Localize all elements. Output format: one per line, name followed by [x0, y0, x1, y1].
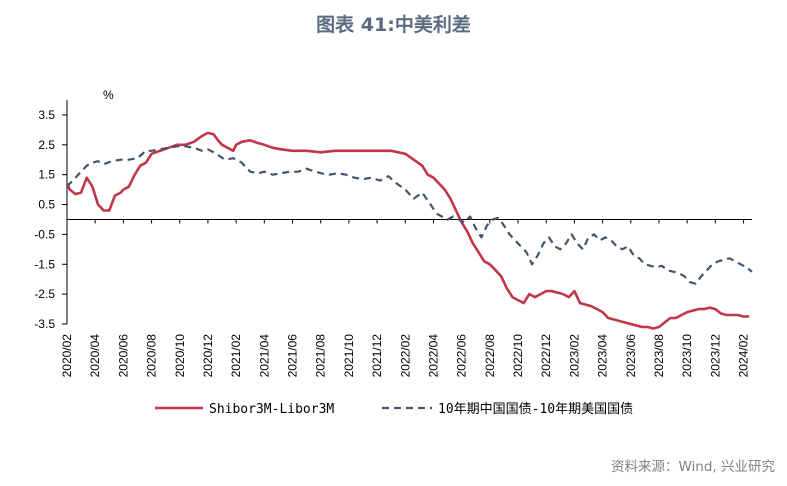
y-axis-unit-label: % — [103, 88, 114, 102]
x-tick-label: 2020/12 — [201, 334, 215, 378]
x-tick-label: 2021/06 — [286, 334, 300, 378]
y-tick-label: 0.5 — [38, 198, 55, 212]
x-tick-label: 2023/04 — [596, 334, 610, 378]
x-tick-label: 2022/06 — [455, 334, 469, 378]
y-tick-label: 3.5 — [38, 108, 55, 122]
x-tick-label: 2022/08 — [483, 334, 497, 378]
y-tick-label: -1.5 — [34, 257, 55, 271]
y-tick-label: -2.5 — [34, 287, 55, 301]
x-tick-label: 2020/02 — [60, 334, 74, 378]
x-tick-label: 2022/12 — [539, 334, 553, 378]
legend-label-2: 10年期中国国债-10年期美国国债 — [438, 402, 633, 417]
series-layer — [65, 131, 753, 330]
x-tick-label: 2023/06 — [624, 334, 638, 378]
x-tick-label: 2023/12 — [708, 334, 722, 378]
series-line-2 — [66, 145, 753, 285]
chart-legend: Shibor3M-Libor3M 10年期中国国债-10年期美国国债 — [155, 402, 633, 417]
x-tick-label: 2020/06 — [116, 334, 130, 378]
x-tick-label: 2021/04 — [257, 334, 271, 378]
x-tick-label: 2020/10 — [173, 334, 187, 378]
x-tick-label: 2023/08 — [652, 334, 666, 378]
x-tick-label: 2021/02 — [229, 334, 243, 378]
x-tick-label: 2021/12 — [370, 334, 384, 378]
chart-title: 图表 41:中美利差 — [316, 14, 471, 36]
x-tick-label: 2023/02 — [567, 334, 581, 378]
x-tick-label: 2022/02 — [398, 334, 412, 378]
series-line-1 — [65, 131, 750, 330]
x-tick-label: 2022/04 — [426, 334, 440, 378]
y-tick-label: -0.5 — [34, 227, 55, 241]
source-note: 资料来源：Wind, 兴业研究 — [610, 459, 775, 475]
x-tick-label: 2023/10 — [680, 334, 694, 378]
y-tick-label: 1.5 — [38, 168, 55, 182]
legend-label-1: Shibor3M-Libor3M — [209, 402, 334, 417]
x-tick-label: 2024/02 — [737, 334, 751, 378]
y-tick-label: 2.5 — [38, 138, 55, 152]
x-tick-label: 2021/10 — [342, 334, 356, 378]
x-tick-label: 2022/10 — [511, 334, 525, 378]
x-tick-label: 2021/08 — [314, 334, 328, 378]
y-tick-label: -3.5 — [34, 317, 55, 331]
chart-axes: % 3.5 2.5 1.5 0.5 -0.5 -1.5 -2.5 -3.5 2020/02 2020… — [34, 88, 752, 377]
x-tick-label: 2020/08 — [145, 334, 159, 378]
x-tick-label: 2020/04 — [88, 334, 102, 378]
